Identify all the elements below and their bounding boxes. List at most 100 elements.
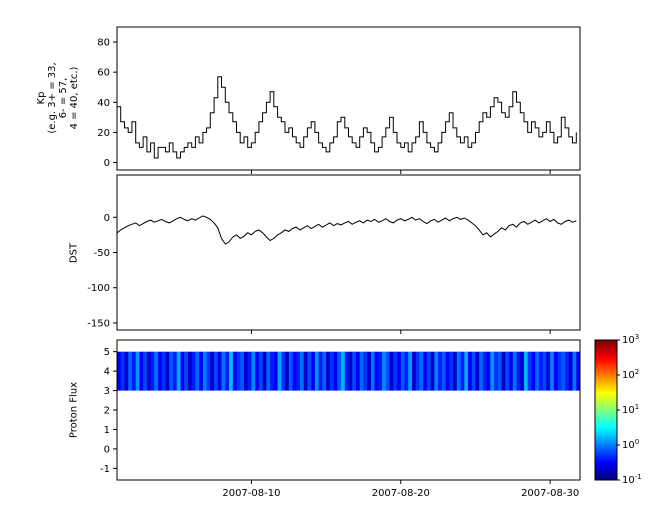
proton_flux-border <box>116 339 581 481</box>
flux-stripe <box>494 351 499 391</box>
flux-stripe <box>572 351 577 391</box>
flux-stripe <box>419 351 424 391</box>
flux-stripe <box>509 351 514 391</box>
flux-stripe <box>397 351 402 391</box>
flux-stripe <box>378 351 383 391</box>
y-tick-label: 60 <box>97 68 110 79</box>
flux-stripe <box>202 351 208 391</box>
flux-stripe <box>288 351 293 391</box>
flux-stripe <box>303 351 308 391</box>
flux-stripe <box>370 351 376 391</box>
flux-stripe <box>348 351 353 391</box>
colorbar-tick-label: 100 <box>622 438 639 451</box>
flux-stripe <box>404 351 409 391</box>
flux-stripe <box>292 351 297 391</box>
flux-stripe <box>453 351 458 391</box>
dst-border <box>116 174 581 331</box>
flux-stripe <box>221 351 226 391</box>
flux-stripe <box>318 351 323 391</box>
flux-stripe <box>565 351 570 391</box>
y-tick-label: 80 <box>97 38 110 49</box>
flux-stripe <box>486 351 491 391</box>
flux-stripe <box>356 351 361 391</box>
flux-stripe <box>165 351 170 391</box>
x-tick-label-1: 2007-08-10 <box>222 488 281 499</box>
flux-stripe <box>187 351 193 391</box>
flux-stripe <box>482 351 488 391</box>
flux-stripe <box>389 351 394 391</box>
flux-stripe <box>143 351 148 391</box>
colorbar-tick-label: 101 <box>622 403 639 416</box>
flux-stripe <box>217 351 222 391</box>
flux-stripe <box>251 351 256 391</box>
flux-stripe <box>307 351 312 391</box>
flux-stripe <box>393 351 398 391</box>
flux-stripe <box>329 351 334 391</box>
flux-stripe <box>449 351 454 391</box>
flux-stripe <box>270 351 275 391</box>
flux-stripe <box>322 351 327 391</box>
flux-stripe <box>426 351 432 391</box>
flux-stripe <box>232 351 237 391</box>
flux-stripe <box>352 351 357 391</box>
flux-stripe <box>244 351 249 391</box>
flux-stripe <box>247 351 252 391</box>
y-tick-label: 4 <box>104 367 110 378</box>
flux-stripe <box>117 351 122 391</box>
flux-stripe <box>385 351 390 391</box>
y-tick-label: 0 <box>104 213 110 224</box>
flux-stripe <box>423 351 428 391</box>
flux-stripe <box>374 351 379 391</box>
flux-stripe <box>195 351 200 391</box>
flux-stripe <box>120 351 125 391</box>
flux-stripe <box>490 351 495 391</box>
flux-stripe <box>206 351 211 391</box>
flux-stripe <box>412 351 417 391</box>
flux-stripe <box>505 351 510 391</box>
flux-stripe <box>262 351 267 391</box>
flux-stripe <box>501 351 506 391</box>
flux-stripe <box>128 351 133 391</box>
flux-stripe <box>408 351 413 391</box>
flux-stripe <box>139 351 144 391</box>
y-tick-label: 1 <box>104 425 110 436</box>
flux-stripe <box>359 351 364 391</box>
x-tick-label-3: 2007-08-30 <box>521 488 580 499</box>
flux-stripe <box>568 351 573 391</box>
flux-stripe <box>180 351 185 391</box>
flux-stripe <box>524 351 529 391</box>
y-tick-label: 20 <box>97 128 110 139</box>
flux-stripe <box>344 351 349 391</box>
flux-stripe <box>561 351 566 391</box>
flux-stripe <box>557 351 562 391</box>
flux-stripe <box>169 351 174 391</box>
flux-stripe <box>382 351 387 391</box>
flux-stripe <box>154 351 159 391</box>
flux-stripe <box>333 351 338 391</box>
flux-stripe <box>400 351 405 391</box>
flux-stripe <box>277 351 282 391</box>
flux-stripe <box>255 351 260 391</box>
x-tick-label-2: 2007-08-20 <box>371 488 430 499</box>
flux-stripe <box>225 351 230 391</box>
flux-stripe <box>229 351 234 391</box>
flux-stripe <box>542 351 547 391</box>
flux-stripe <box>131 351 137 391</box>
flux-stripe <box>438 351 443 391</box>
dst-line <box>116 215 577 245</box>
flux-stripe <box>146 351 152 391</box>
proton-flux-panel: -1 0 1 2 3 4 5 <box>100 339 581 484</box>
flux-stripe <box>158 351 163 391</box>
flux-stripe <box>314 351 320 391</box>
flux-stripe <box>236 351 241 391</box>
flux-stripe <box>150 351 155 391</box>
flux-stripe <box>191 351 196 391</box>
flux-stripe <box>464 351 469 391</box>
flux-stripe <box>479 351 484 391</box>
flux-stripe <box>434 351 439 391</box>
colorbar: 103 102 101 100 10-1 <box>594 333 642 486</box>
kp-panel: 0 20 40 60 80 <box>97 26 581 174</box>
y-tick-label: -100 <box>87 283 110 294</box>
